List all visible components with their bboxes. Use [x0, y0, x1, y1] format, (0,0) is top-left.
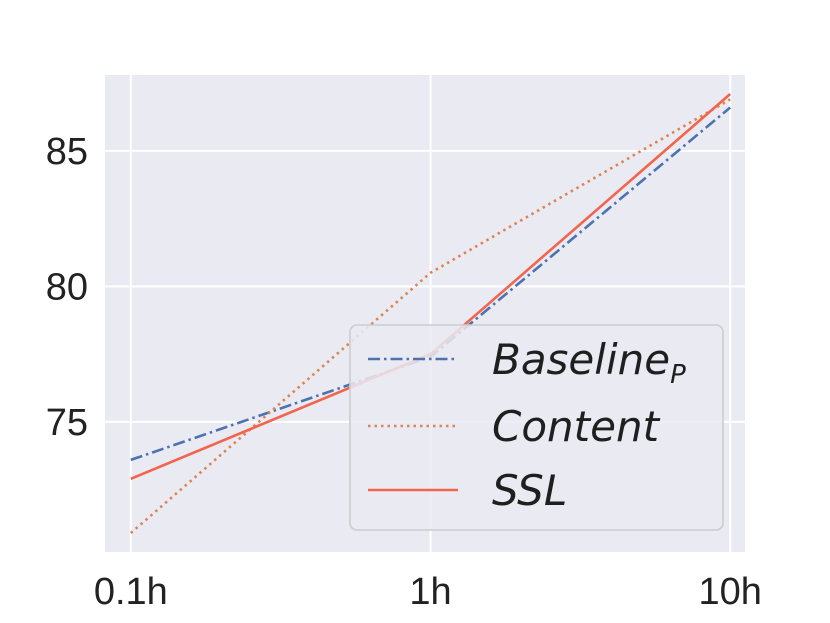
- legend-label-subscript: P: [670, 360, 686, 390]
- y-tick-label: 75: [46, 402, 88, 444]
- legend-label: Content: [492, 402, 661, 451]
- axis-tick-labels: 0.1h 1h 10h 75 80 85: [46, 131, 762, 613]
- y-tick-label: 85: [46, 131, 88, 173]
- legend: BaselineP Content SSL: [349, 324, 724, 531]
- x-tick-label: 1h: [409, 571, 451, 613]
- series-line-content: [129, 98, 731, 534]
- x-tick-label: 0.1h: [94, 571, 168, 613]
- legend-label: SSL: [492, 466, 567, 515]
- legend-label: BaselineP: [492, 335, 686, 390]
- legend-box: [349, 324, 724, 531]
- y-tick-label: 80: [46, 266, 88, 308]
- x-tick-label: 10h: [699, 571, 762, 613]
